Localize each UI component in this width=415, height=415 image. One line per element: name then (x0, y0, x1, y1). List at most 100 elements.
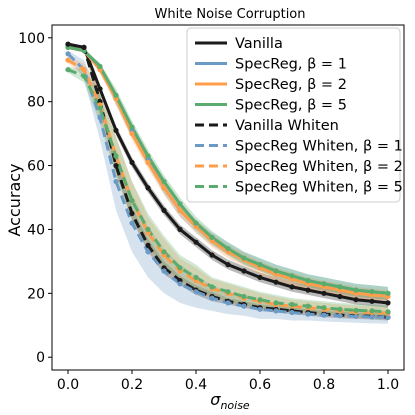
specreg-whiten-beta-2-point (65, 57, 71, 63)
vanilla-point (353, 297, 359, 303)
specreg-whiten-beta-1-band (68, 50, 388, 324)
x-tick-label: 0.4 (185, 377, 207, 393)
specreg-beta-5-point (209, 234, 215, 240)
specreg-beta-5-point (257, 262, 263, 268)
specreg-beta-2-point (161, 185, 167, 191)
specreg-whiten-beta-5-point (353, 307, 359, 313)
specreg-whiten-beta-1-point (337, 313, 343, 319)
specreg-whiten-beta-2-band (68, 56, 388, 320)
y-tick-label: 80 (27, 95, 45, 111)
vanilla-whiten-point (65, 41, 71, 47)
y-tick-label: 20 (27, 286, 45, 302)
vanilla-point (177, 226, 183, 232)
y-tick-label: 0 (36, 350, 45, 366)
specreg-whiten-beta-5-point (81, 73, 87, 79)
specreg-whiten-beta-5-point (129, 198, 135, 204)
x-axis-label: σnoise (210, 390, 250, 412)
specreg-beta-1-legend-label: SpecReg, β = 1 (235, 57, 347, 73)
vanilla-point (129, 159, 135, 165)
x-tick-label: 0.0 (57, 377, 79, 393)
vanilla-point (257, 274, 263, 280)
vanilla-point (225, 262, 231, 268)
vanilla-point (145, 185, 151, 191)
specreg-whiten-beta-5-band (68, 66, 388, 319)
specreg-whiten-beta-5-point (321, 305, 327, 311)
specreg-whiten-beta-1-point (145, 249, 151, 255)
specreg-beta-5-point (113, 92, 119, 98)
y-axis-ticks: 0 20 40 60 80 100 (18, 31, 52, 366)
specreg-whiten-beta-1-point (289, 309, 295, 316)
vanilla-point (241, 268, 247, 274)
specreg-whiten-beta-1-point (65, 51, 71, 57)
specreg-beta-5-point (225, 246, 231, 252)
specreg-whiten-beta-5-point (65, 67, 71, 73)
specreg-beta-5-point (385, 290, 391, 296)
specreg-whiten-beta-5-point (225, 289, 231, 295)
x-axis-label-subscript: noise (220, 399, 249, 412)
specreg-whiten-beta-5-point (305, 303, 311, 309)
specreg-whiten-beta-1-point (161, 268, 167, 274)
specreg-whiten-beta-1-legend-label: SpecReg Whiten, β = 1 (235, 139, 403, 155)
x-tick-label: 0.2 (121, 377, 143, 393)
specreg-whiten-beta-5-point (97, 105, 103, 111)
specreg-whiten-beta-1-point (353, 313, 359, 319)
x-tick-label: 1.0 (377, 377, 399, 393)
specreg-whiten-beta-1-point (369, 314, 375, 320)
specreg-whiten-beta-1-point (321, 312, 327, 318)
specreg-whiten-beta-1-point (193, 289, 199, 295)
specreg-whiten-beta-5-point (257, 297, 263, 303)
vanilla-whiten-point (81, 44, 87, 51)
specreg-whiten-beta-5-legend-label: SpecReg Whiten, β = 5 (235, 180, 403, 196)
specreg-beta-5-point (145, 153, 151, 159)
y-tick-label: 60 (27, 159, 45, 175)
vanilla-point (337, 293, 343, 300)
specreg-whiten-beta-1-point (305, 311, 311, 317)
specreg-beta-5-point (177, 201, 183, 207)
specreg-whiten-beta-2-point (81, 67, 87, 73)
specreg-whiten-beta-5-point (145, 226, 151, 232)
vanilla-point (193, 239, 199, 245)
specreg-beta-5-point (321, 281, 327, 287)
specreg-beta-2-legend-label: SpecReg, β = 2 (235, 77, 347, 93)
specreg-whiten-beta-5-point (289, 301, 295, 308)
specreg-whiten-beta-1-point (129, 220, 135, 226)
vanilla-point (305, 287, 311, 293)
x-axis-label-symbol: σ (210, 390, 221, 409)
specreg-beta-2-point (145, 159, 151, 165)
specreg-whiten-beta-5-point (241, 293, 247, 300)
chart-title: White Noise Corruption (154, 7, 305, 22)
specreg-whiten-beta-1-point (385, 314, 391, 320)
vanilla-point (369, 298, 375, 304)
vanilla-point (113, 127, 119, 133)
vanilla-legend-label: Vanilla (235, 36, 283, 52)
specreg-beta-5-point (337, 284, 343, 290)
specreg-whiten-beta-5-point (337, 306, 343, 312)
specreg-whiten-beta-2-legend-label: SpecReg Whiten, β = 2 (235, 159, 403, 175)
specreg-beta-2-point (177, 207, 183, 213)
specreg-whiten-beta-5-point (177, 265, 183, 271)
vanilla-point (209, 252, 215, 258)
specreg-whiten-beta-5-point (113, 153, 119, 159)
specreg-beta-5-point (353, 287, 359, 293)
specreg-whiten-beta-5-point (369, 308, 375, 314)
specreg-beta-5-point (193, 220, 199, 226)
specreg-whiten-beta-1-point (113, 178, 119, 185)
x-axis-ticks: 0.0 0.2 0.4 0.6 0.8 1.0 (57, 370, 399, 393)
specreg-whiten-beta-5-point (193, 274, 199, 280)
vanilla-point (97, 86, 103, 92)
specreg-whiten-beta-1-point (209, 295, 215, 301)
vanilla-whiten-legend-label: Vanilla Whiten (235, 118, 339, 134)
specreg-whiten-beta-1-point (177, 281, 183, 287)
specreg-whiten-beta-5-point (385, 309, 391, 315)
vanilla-whiten-point (129, 210, 135, 217)
vanilla-whiten-point (113, 163, 119, 169)
specreg-beta-5-legend-label: SpecReg, β = 5 (235, 98, 347, 114)
specreg-beta-5-point (241, 255, 247, 261)
specreg-beta-5-point (161, 178, 167, 185)
vanilla-point (321, 290, 327, 296)
specreg-beta-5-point (305, 278, 311, 284)
specreg-beta-5-point (289, 273, 295, 279)
legend: Vanilla SpecReg, β = 1 SpecReg, β = 2 SpecR… (186, 27, 403, 203)
specreg-beta-2-point (129, 131, 135, 137)
